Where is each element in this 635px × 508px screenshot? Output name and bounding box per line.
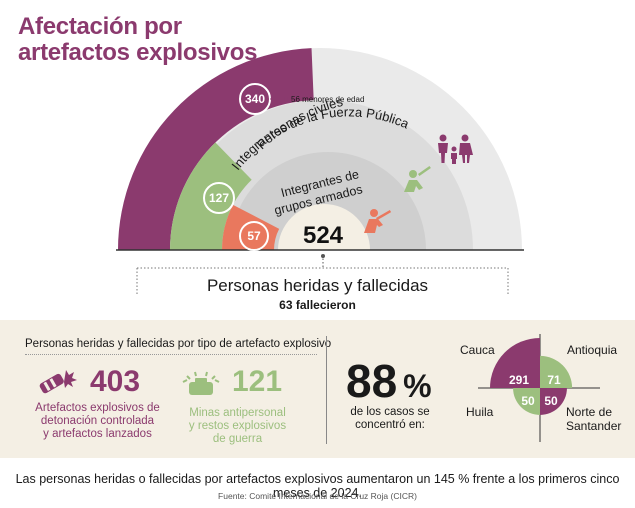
percent-symbol: % (403, 368, 432, 404)
huila-label: Huila (466, 405, 494, 419)
cauca-label: Cauca (460, 343, 495, 357)
map-caption-line-1: Minas antipersonal (189, 407, 286, 419)
title-line-1: Afectación por (18, 13, 182, 40)
total-label: Personas heridas y fallecidas (206, 276, 429, 295)
departments-chart: 291 71 50 50 (478, 334, 600, 442)
percent-caption-line-1: de los casos se (350, 406, 430, 418)
antioquia-label: Antioquia (567, 343, 618, 357)
landmine-icon (182, 371, 220, 395)
armed-group-icon (364, 209, 392, 233)
nds-label: Norte de Santander (566, 405, 621, 433)
footer-summary: Las personas heridas o fallecidas por ar… (15, 472, 620, 500)
source-credit: Fuente: Comité Internacional de la Cruz … (218, 491, 417, 501)
aedc-caption-line-3: y artefactos lanzados (43, 428, 152, 440)
center-total-disc (278, 204, 370, 250)
aedc-caption: Artefactos explosivos de detonación cont… (30, 402, 165, 441)
cauca-quadrant (490, 338, 540, 388)
norte-de-santander-value: 50 (544, 394, 558, 408)
civiles-note-dot (284, 97, 288, 101)
civiles-note: 56 menores de edad (291, 95, 364, 104)
aedc-caption-line-1: Artefactos explosivos de (35, 402, 160, 414)
fallecieron-label: 63 fallecieron (279, 298, 356, 312)
title-line-2: artefactos explosivos (18, 39, 258, 66)
aedc-value: 403 (90, 365, 141, 398)
soldier-icon (404, 165, 431, 192)
by-type-title: Personas heridas y fallecidas por tipo d… (25, 338, 332, 350)
antioquia-value: 71 (547, 373, 561, 387)
map-value: 121 (232, 365, 283, 398)
map-caption-line-3: de guerra (212, 433, 263, 445)
map-caption-line-2: y restos explosivos (188, 420, 287, 432)
fuerza-value-circle (203, 182, 235, 214)
antioquia-quadrant (540, 355, 573, 388)
grupos-value: 57 (247, 229, 261, 243)
huila-quadrant (513, 388, 540, 415)
semicircle-chart: Personas civiles Integrantes de la Fuerz… (116, 48, 524, 295)
cauca-value: 291 (509, 373, 529, 387)
divider (326, 336, 327, 444)
percent-caption-line-2: concentró en: (355, 419, 425, 431)
aedc-caption-line-2: detonación controlada (40, 415, 155, 427)
explosive-device-icon (39, 370, 77, 394)
huila-value: 50 (521, 394, 535, 408)
fuerza-value: 127 (209, 191, 229, 205)
total-pointer-dot (321, 254, 325, 258)
nds-label-line-1: Norte de (566, 405, 613, 419)
grupos-value-circle (239, 221, 269, 251)
section-title-rule (25, 354, 317, 355)
map-caption: Minas antipersonal y restos explosivos d… (180, 407, 295, 446)
grupos-background-arc (230, 152, 426, 250)
norte-de-santander-quadrant (540, 388, 567, 415)
percent-number: 88 (346, 355, 398, 407)
percent-caption: de los casos se concentró en: (341, 406, 439, 432)
percent-value: 88% (346, 354, 432, 408)
civiles-value: 340 (245, 92, 265, 106)
family-icon (438, 134, 473, 164)
total-value: 524 (303, 222, 344, 249)
nds-label-line-2: Santander (566, 419, 622, 433)
page-title: Afectación por artefactos explosivos (18, 14, 318, 66)
